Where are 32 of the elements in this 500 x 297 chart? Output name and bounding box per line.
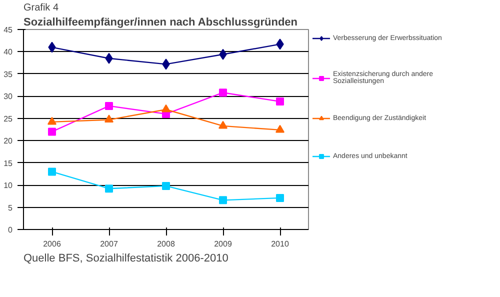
y-tick-label: 35 — [4, 70, 14, 79]
y-tick-label: 30 — [4, 92, 14, 102]
chart-title: Grafik 4 — [24, 2, 59, 14]
chart-subtitle: Sozialhilfeempfänger/innen nach Abschlussgründen — [24, 16, 298, 28]
point — [276, 194, 284, 202]
x-tick-label: 2007 — [100, 240, 118, 248]
point — [162, 104, 170, 112]
point — [276, 124, 284, 133]
x-tick-label: 2010 — [271, 240, 290, 248]
y-tick-label: 0 — [8, 226, 14, 234]
y-tick-label: 20 — [4, 136, 14, 146]
y-tick-label: 15 — [4, 158, 14, 168]
point — [218, 120, 228, 129]
point — [219, 196, 227, 204]
point — [219, 88, 227, 97]
point — [48, 128, 56, 136]
x-tick-label: 2009 — [214, 240, 232, 248]
y-tick-label: 5 — [8, 203, 14, 212]
y-tick-label: 10 — [4, 181, 14, 190]
point — [48, 116, 56, 125]
point — [105, 184, 113, 193]
point — [105, 102, 113, 110]
y-tick-label: 25 — [4, 114, 14, 124]
x-tick-label: 2006 — [43, 240, 62, 248]
x-tick-label: 2008 — [157, 240, 176, 248]
y-tick-label: 40 — [4, 48, 14, 57]
point — [162, 182, 170, 190]
source-note: Quelle BFS, Sozialhilfestatistik 2006-2010 — [24, 252, 228, 264]
point — [104, 114, 114, 123]
y-tick-label: 45 — [4, 26, 14, 34]
point — [48, 168, 56, 176]
point — [276, 98, 284, 106]
